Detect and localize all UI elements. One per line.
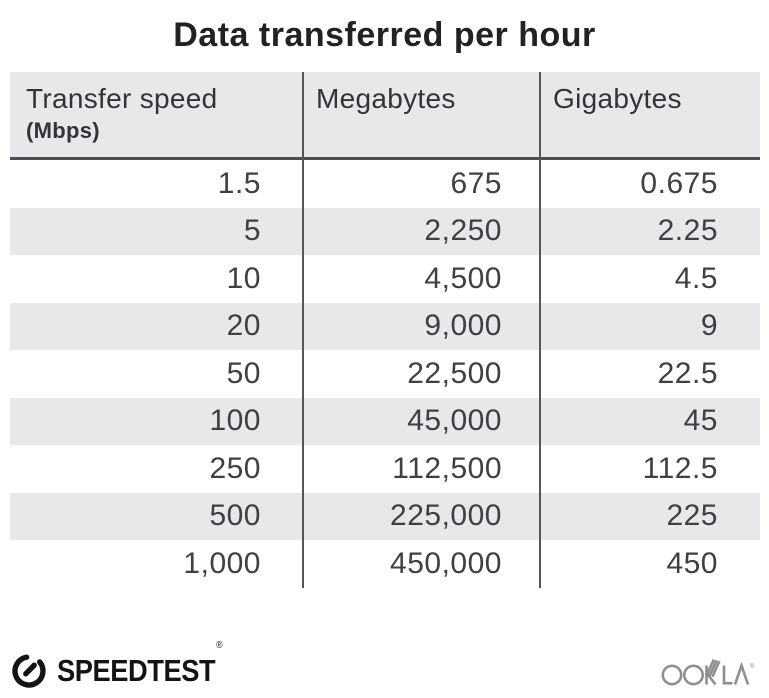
header-label: Transfer speed [26,83,218,114]
table-row: 10 4,500 4.5 [10,255,760,303]
table-cell: 20 [226,309,261,343]
table-cell: 225,000 [390,499,502,533]
table-cell: 112.5 [642,451,718,485]
table-cell: 1,000 [183,546,261,580]
column-divider [302,72,304,588]
table-row: 1.5 675 0.675 [10,160,760,208]
table-row: 500 225,000 225 [10,492,760,540]
table-cell: 2.25 [657,214,718,248]
ookla-letter-a [733,661,750,685]
table-cell: 1.5 [217,166,261,200]
table-cell: 5 [243,214,261,248]
table-row: 5 2,250 2.25 [10,207,760,255]
table-cell: 112,500 [392,451,502,485]
table-cell: 4.5 [674,261,718,295]
ookla-letter-l [722,665,733,685]
header-label: Megabytes [316,83,456,114]
table-cell: 4,500 [424,261,502,295]
table-cell: 450,000 [390,546,502,580]
table-cell: 675 [450,166,502,200]
registered-mark: ® [216,640,223,651]
table-cell: 10 [226,261,261,295]
table-cell: 22,500 [407,356,502,390]
table-cell: 22.5 [657,356,718,390]
header-cell-transfer-speed: Transfer speed (Mbps) [10,72,303,157]
table-body: 1.5 675 0.675 5 2,250 2.25 10 4,500 4.5 20 9,000 9 5… [10,160,760,588]
table-row: 20 9,000 9 [10,302,760,350]
registered-mark: ® [750,663,755,670]
header-cell-megabytes: Megabytes [303,72,540,157]
table-cell: 225 [666,499,718,533]
ookla-wordmark-text: OOKLA [0,648,1,649]
column-divider [539,72,541,588]
table-cell: 450 [666,546,718,580]
header-sublabel-mbps: (Mbps) [26,118,100,143]
table-cell: 500 [209,499,261,533]
table-cell: 250 [209,451,261,485]
ookla-letter-o [682,664,704,686]
footer: SPEEDTEST® ® OOKLA [0,640,769,698]
table-cell: 45,000 [407,404,502,438]
table-header-row: Transfer speed (Mbps) Megabytes Gigabyte… [10,72,760,160]
header-cell-gigabytes: Gigabytes [540,72,760,157]
data-table: Transfer speed (Mbps) Megabytes Gigabyte… [10,72,760,588]
table-cell: 9,000 [424,309,502,343]
table-row: 50 22,500 22.5 [10,350,760,398]
speedtest-gauge-icon [12,654,46,688]
ookla-letter-o [661,664,683,686]
speedtest-logo: SPEEDTEST® [10,640,244,690]
header-label: Gigabytes [553,83,682,114]
ookla-logo: ® [661,658,755,686]
table-row: 100 45,000 45 [10,397,760,445]
ookla-letter-k-leg [705,672,717,686]
table-row: 250 112,500 112.5 [10,445,760,493]
page-title: Data transferred per hour [173,16,596,54]
table-cell: 50 [226,356,261,390]
table-cell: 2,250 [424,214,502,248]
speedtest-wordmark: SPEEDTEST® [57,640,223,688]
table-cell: 9 [700,309,718,343]
table-row: 1,000 450,000 450 [10,540,760,588]
table-cell: 45 [683,404,718,438]
table-cell: 100 [209,404,261,438]
table-cell: 0.675 [640,166,718,200]
